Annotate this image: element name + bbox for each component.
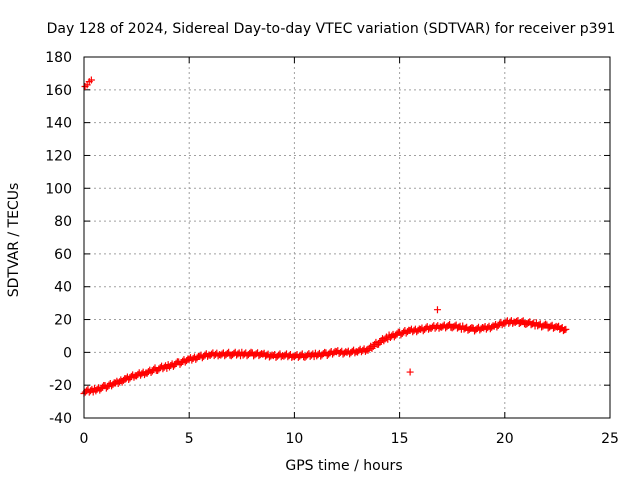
data-points [80,76,570,397]
x-tick-label: 5 [185,431,194,447]
y-tick-label: 160 [45,83,72,99]
y-tick-label: -40 [49,411,72,427]
outlier-point [87,76,95,84]
x-tick-label: 15 [391,431,409,447]
y-tick-label: 180 [45,50,72,66]
y-tick-label: 0 [63,345,72,361]
y-tick-label: 60 [54,247,72,263]
y-tick-label: 80 [54,214,72,230]
data-point [542,320,550,328]
x-tick-label: 20 [496,431,514,447]
data-point [519,317,527,325]
data-point [468,323,476,331]
x-tick-label: 10 [285,431,303,447]
plot-frame [83,56,611,419]
x-tick-label: 0 [80,431,89,447]
chart-title: Day 128 of 2024, Sidereal Day-to-day VTE… [47,21,616,37]
y-tick-label: 20 [54,313,72,329]
outlier-point [406,368,414,376]
x-tick-label: 25 [601,431,619,447]
y-tick-label: 140 [45,116,72,132]
y-tick-label: 100 [45,181,72,197]
y-tick-label: 120 [45,148,72,164]
x-axis-label: GPS time / hours [285,458,402,474]
y-tick-label: -20 [49,378,72,394]
outlier-point [433,306,441,314]
y-axis-label: SDTVAR / TECUs [6,183,22,298]
grid-lines [84,57,610,418]
axis-ticks: 0 5 10 15 20 25 -40 -20 0 20 40 60 80 100 120 140 160 180 [45,50,619,447]
y-tick-label: 40 [54,280,72,296]
data-point [562,325,570,333]
